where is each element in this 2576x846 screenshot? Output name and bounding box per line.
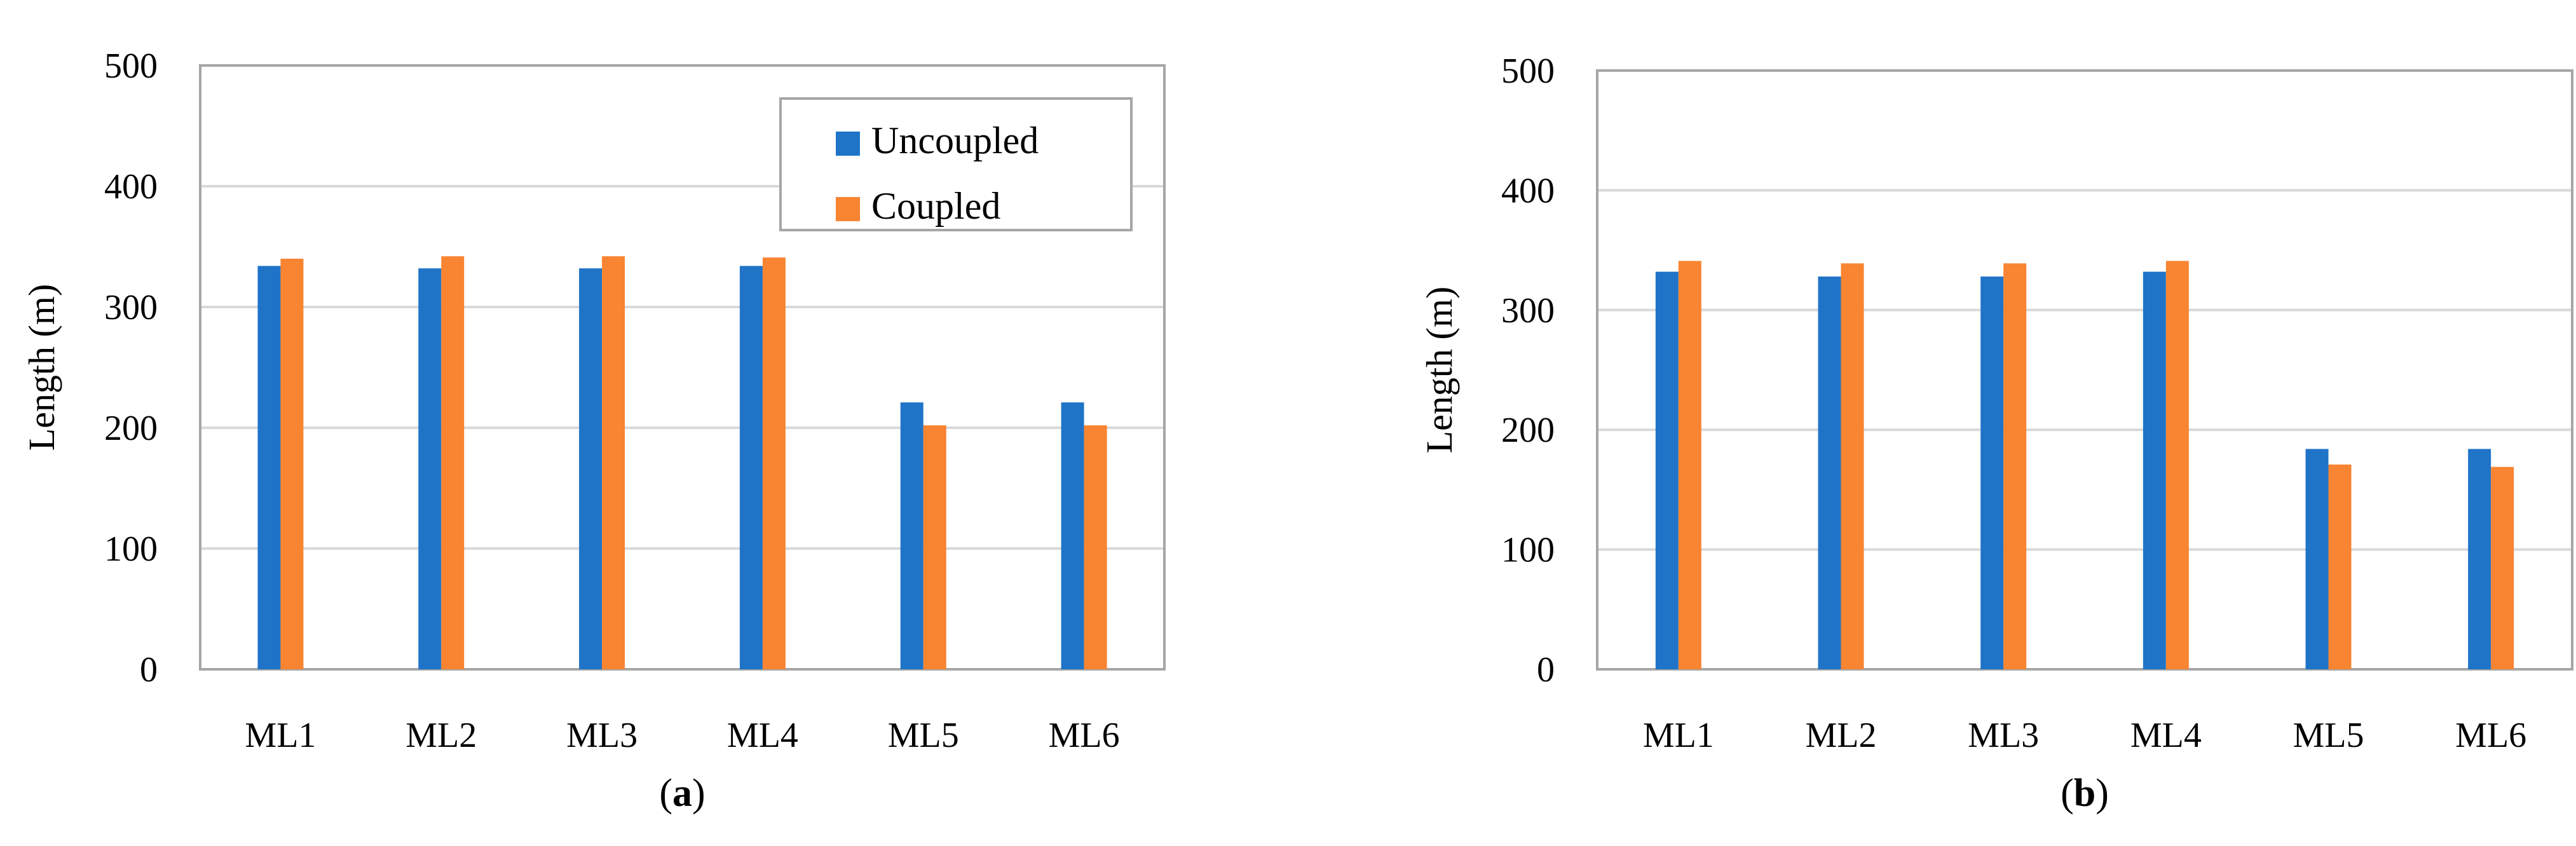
y-tick-label: 400 [104, 167, 158, 207]
bar-uncoupled-ml5 [2305, 449, 2329, 669]
bar-uncoupled-ml4 [2143, 271, 2166, 670]
y-tick-label: 300 [104, 288, 158, 327]
y-tick-label: 200 [1501, 411, 1555, 450]
x-tick-label: ML1 [1643, 716, 1714, 755]
bar-uncoupled-ml1 [257, 266, 281, 669]
x-tick-label: ML3 [1968, 716, 2039, 755]
caption-close-paren: ) [2096, 772, 2109, 815]
y-tick-label: 200 [104, 409, 158, 448]
bar-coupled-ml3 [602, 256, 625, 669]
bar-coupled-ml1 [1678, 261, 1701, 669]
caption-letter: a [672, 772, 692, 815]
y-tick-label: 500 [1501, 51, 1555, 91]
x-tick-label: ML1 [245, 716, 316, 755]
bar-coupled-ml3 [2003, 263, 2027, 670]
plot-frame [199, 64, 1166, 671]
bar-uncoupled-ml6 [1061, 402, 1084, 669]
x-tick-label: ML5 [888, 716, 959, 755]
y-tick-label: 500 [104, 46, 158, 86]
x-tick-label: ML6 [2455, 716, 2526, 755]
caption-open-paren: ( [2061, 772, 2074, 815]
caption-letter: b [2074, 772, 2096, 815]
x-tick-label: ML4 [727, 716, 798, 755]
x-tick-label: ML3 [566, 716, 637, 755]
bar-coupled-ml6 [1084, 425, 1107, 669]
plot-frame [1596, 69, 2573, 671]
bar-uncoupled-ml2 [1818, 276, 1841, 670]
bar-coupled-ml5 [2328, 464, 2352, 669]
x-tick-label: ML4 [2130, 716, 2202, 755]
bar-uncoupled-ml6 [2468, 449, 2491, 669]
x-tick-label: ML6 [1049, 716, 1120, 755]
legend-label-uncoupled: Uncoupled [871, 119, 1039, 161]
bar-coupled-ml6 [2491, 467, 2514, 669]
bar-coupled-ml2 [441, 256, 465, 669]
y-axis-title: Length (m) [1419, 287, 1460, 454]
y-tick-label: 300 [1501, 291, 1555, 331]
legend-swatch-coupled [836, 197, 860, 221]
bar-uncoupled-ml3 [579, 268, 603, 669]
bar-coupled-ml1 [280, 259, 304, 669]
bar-coupled-ml4 [2165, 261, 2189, 669]
legend-swatch-uncoupled [836, 132, 860, 156]
panel-caption: (b) [2061, 772, 2109, 815]
x-tick-label: ML2 [1806, 716, 1877, 755]
legend: Uncoupled Coupled [779, 97, 1133, 231]
caption-open-paren: ( [659, 772, 672, 815]
y-tick-label: 100 [1501, 531, 1555, 570]
x-tick-label: ML2 [405, 716, 477, 755]
x-tick-label: ML5 [2293, 716, 2364, 755]
chart-panel-b: 0 100 200 300 400 500 Length (m) ML1 ML2 ML3 ML4 ML… [1419, 51, 2573, 815]
bar-uncoupled-ml2 [418, 268, 442, 669]
bar-coupled-ml4 [762, 257, 786, 670]
y-tick-label: 100 [104, 529, 158, 569]
panel-caption: (a) [659, 772, 705, 815]
bar-uncoupled-ml1 [1655, 271, 1679, 670]
legend-label-coupled: Coupled [871, 185, 1000, 227]
chart-panel-a: 0 100 200 300 400 500 Length (m) ML1 ML2 ML3 ML4 ML… [21, 46, 1166, 815]
bar-coupled-ml2 [1841, 263, 1864, 670]
bar-coupled-ml5 [923, 425, 946, 669]
y-tick-label: 0 [1537, 650, 1555, 690]
bar-uncoupled-ml5 [900, 402, 923, 669]
y-tick-label: 0 [140, 650, 158, 690]
y-tick-label: 400 [1501, 171, 1555, 210]
caption-close-paren: ) [692, 772, 705, 815]
bar-uncoupled-ml3 [1980, 276, 2004, 670]
y-axis-title: Length (m) [21, 284, 62, 451]
bar-uncoupled-ml4 [739, 266, 763, 669]
